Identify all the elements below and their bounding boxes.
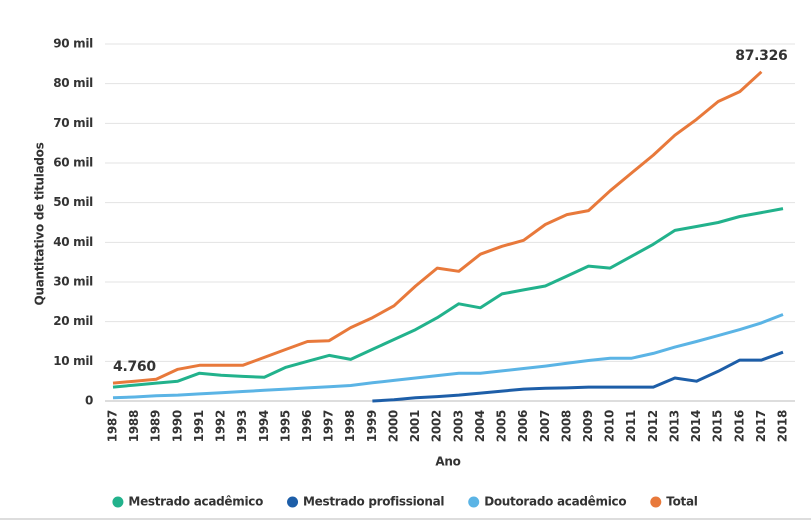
x-tick-label: 2002 bbox=[430, 410, 444, 442]
x-tick-label: 2013 bbox=[667, 410, 681, 442]
x-tick-label: 1993 bbox=[235, 410, 249, 442]
legend-label: Mestrado profissional bbox=[303, 495, 444, 509]
x-tick-label: 1988 bbox=[127, 410, 141, 442]
x-tick-label: 2018 bbox=[776, 410, 790, 442]
x-axis-label: Ano bbox=[435, 455, 460, 469]
x-tick-label: 2004 bbox=[473, 410, 487, 442]
x-tick-label: 1999 bbox=[365, 410, 379, 442]
legend-marker bbox=[112, 496, 124, 508]
annotation: 4.760 bbox=[113, 359, 156, 375]
y-tick-label: 80 mil bbox=[53, 76, 93, 90]
y-tick-label: 90 mil bbox=[53, 37, 93, 51]
y-tick-label: 20 mil bbox=[53, 314, 93, 328]
y-tick-label: 40 mil bbox=[53, 235, 93, 249]
x-tick-label: 2000 bbox=[386, 410, 400, 442]
x-tick-label: 2015 bbox=[711, 410, 725, 442]
legend-label: Total bbox=[666, 495, 697, 509]
x-tick-label: 1995 bbox=[278, 410, 292, 442]
x-tick-label: 2008 bbox=[559, 410, 573, 442]
x-tick-label: 1992 bbox=[214, 410, 228, 442]
x-tick-label: 1987 bbox=[106, 410, 120, 442]
x-tick-label: 1994 bbox=[257, 410, 271, 442]
x-tick-label: 2014 bbox=[689, 410, 703, 442]
x-tick-label: 2012 bbox=[646, 410, 660, 442]
y-tick-label: 70 mil bbox=[53, 116, 93, 130]
x-tick-label: 2009 bbox=[581, 410, 595, 442]
series-line bbox=[112, 207, 784, 389]
x-tick-label: 1997 bbox=[322, 410, 336, 442]
y-tick-label: 0 bbox=[85, 394, 93, 408]
y-tick-label: 30 mil bbox=[53, 275, 93, 289]
x-tick-label: 2010 bbox=[603, 410, 617, 442]
legend-marker bbox=[468, 496, 480, 508]
x-tick-label: 2017 bbox=[754, 410, 768, 442]
x-tick-label: 1989 bbox=[149, 410, 163, 442]
x-tick-label: 2005 bbox=[495, 410, 509, 442]
x-tick-label: 2003 bbox=[451, 410, 465, 442]
x-tick-label: 2011 bbox=[624, 410, 638, 442]
y-tick-label: 50 mil bbox=[53, 195, 93, 209]
y-tick-label: 10 mil bbox=[53, 354, 93, 368]
x-tick-label: 2001 bbox=[408, 410, 422, 442]
legend-marker bbox=[287, 496, 299, 508]
x-tick-label: 1990 bbox=[170, 410, 184, 442]
legend-label: Doutorado acadêmico bbox=[484, 495, 626, 509]
x-tick-label: 2007 bbox=[538, 410, 552, 442]
y-axis-label: Quantitativo de titulados bbox=[33, 142, 47, 305]
x-tick-label: 2016 bbox=[732, 410, 746, 442]
series-line bbox=[112, 70, 763, 385]
series-line bbox=[372, 350, 784, 403]
annotation: 87.326 bbox=[735, 48, 787, 64]
legend-marker bbox=[650, 496, 662, 508]
x-tick-label: 1991 bbox=[192, 410, 206, 442]
legend-label: Mestrado acadêmico bbox=[128, 495, 263, 509]
y-tick-label: 60 mil bbox=[53, 156, 93, 170]
x-tick-label: 1998 bbox=[343, 410, 357, 442]
x-tick-label: 1996 bbox=[300, 410, 314, 442]
x-tick-label: 2006 bbox=[516, 410, 530, 442]
series-line bbox=[112, 313, 784, 400]
